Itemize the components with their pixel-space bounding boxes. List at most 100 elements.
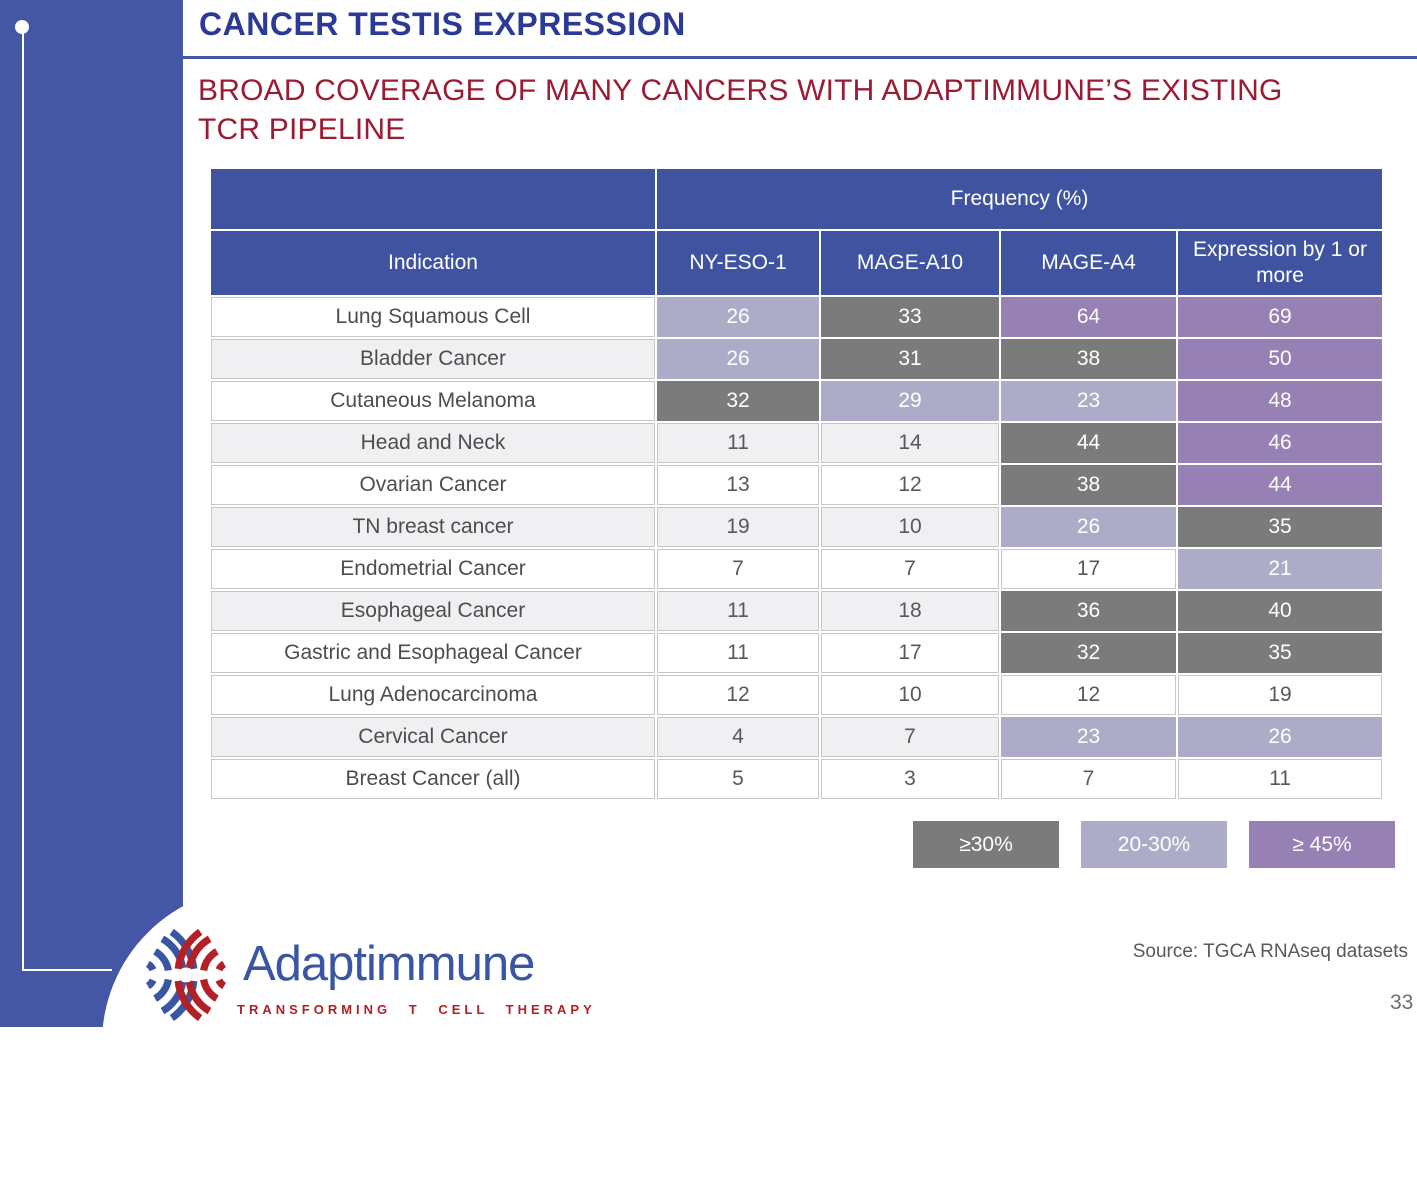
page-number: 33 (1390, 991, 1414, 1014)
value-cell: 38 (1001, 465, 1176, 505)
table-column-header-row: Indication NY-ESO-1 MAGE-A10 MAGE-A4 Exp… (211, 231, 1382, 295)
slide-title-line1: BROAD COVERAGE OF MANY CANCERS WITH ADAP… (198, 74, 1283, 107)
color-legend: ≥30% 20-30% ≥ 45% (913, 821, 1395, 868)
indication-cell: Lung Adenocarcinoma (211, 675, 655, 715)
value-cell: 29 (821, 381, 999, 421)
legend-gte-45: ≥ 45% (1249, 821, 1395, 868)
value-cell: 40 (1178, 591, 1382, 631)
indication-cell: Cutaneous Melanoma (211, 381, 655, 421)
timeline-vertical-line (22, 27, 24, 971)
indication-cell: TN breast cancer (211, 507, 655, 547)
indication-cell: Gastric and Esophageal Cancer (211, 633, 655, 673)
legend-20-30: 20-30% (1081, 821, 1227, 868)
table-group-header-row: Frequency (%) (211, 169, 1382, 229)
table-row: Breast Cancer (all) 5 3 7 11 (211, 759, 1382, 799)
value-cell: 35 (1178, 633, 1382, 673)
table-row: Lung Adenocarcinoma 12 10 12 19 (211, 675, 1382, 715)
value-cell: 11 (657, 633, 819, 673)
value-cell: 19 (657, 507, 819, 547)
column-header-mage-a10: MAGE-A10 (821, 231, 999, 295)
value-cell: 12 (657, 675, 819, 715)
value-cell: 35 (1178, 507, 1382, 547)
value-cell: 11 (657, 591, 819, 631)
value-cell: 44 (1178, 465, 1382, 505)
table-row: Gastric and Esophageal Cancer 11 17 32 3… (211, 633, 1382, 673)
frequency-table: Frequency (%) Indication NY-ESO-1 MAGE-A… (209, 167, 1384, 801)
table-row: Lung Squamous Cell 26 33 64 69 (211, 297, 1382, 337)
value-cell: 14 (821, 423, 999, 463)
value-cell: 48 (1178, 381, 1382, 421)
value-cell: 38 (1001, 339, 1176, 379)
logo-tagline: TRANSFORMING T CELL THERAPY (237, 1002, 596, 1017)
value-cell: 3 (821, 759, 999, 799)
sidebar-accent-bar (0, 0, 183, 1027)
value-cell: 10 (821, 675, 999, 715)
value-cell: 26 (1178, 717, 1382, 757)
indication-cell: Endometrial Cancer (211, 549, 655, 589)
indication-cell: Esophageal Cancer (211, 591, 655, 631)
title-divider (183, 56, 1417, 59)
column-header-indication: Indication (211, 231, 655, 295)
value-cell: 11 (657, 423, 819, 463)
table-row: Bladder Cancer 26 31 38 50 (211, 339, 1382, 379)
value-cell: 26 (657, 339, 819, 379)
table-row: Cervical Cancer 4 7 23 26 (211, 717, 1382, 757)
table-row: TN breast cancer 19 10 26 35 (211, 507, 1382, 547)
adaptimmune-logo-icon (145, 928, 227, 1022)
value-cell: 46 (1178, 423, 1382, 463)
value-cell: 33 (821, 297, 999, 337)
corner-cell (211, 169, 655, 229)
value-cell: 44 (1001, 423, 1176, 463)
indication-cell: Bladder Cancer (211, 339, 655, 379)
value-cell: 36 (1001, 591, 1176, 631)
value-cell: 7 (657, 549, 819, 589)
value-cell: 18 (821, 591, 999, 631)
value-cell: 11 (1178, 759, 1382, 799)
legend-gte-30: ≥30% (913, 821, 1059, 868)
value-cell: 32 (1001, 633, 1176, 673)
timeline-horizontal-line (22, 969, 112, 971)
slide-title-line2: TCR PIPELINE (198, 113, 406, 146)
table-row: Ovarian Cancer 13 12 38 44 (211, 465, 1382, 505)
slide-kicker: CANCER TESTIS EXPRESSION (199, 6, 686, 42)
value-cell: 19 (1178, 675, 1382, 715)
slide: { "slide": { "kicker": "CANCER TESTIS EX… (0, 0, 1417, 1027)
value-cell: 4 (657, 717, 819, 757)
group-header-cell: Frequency (%) (657, 169, 1382, 229)
column-header-ny-eso-1: NY-ESO-1 (657, 231, 819, 295)
value-cell: 13 (657, 465, 819, 505)
value-cell: 12 (1001, 675, 1176, 715)
value-cell: 23 (1001, 717, 1176, 757)
indication-cell: Head and Neck (211, 423, 655, 463)
value-cell: 7 (821, 717, 999, 757)
indication-cell: Breast Cancer (all) (211, 759, 655, 799)
value-cell: 26 (657, 297, 819, 337)
value-cell: 32 (657, 381, 819, 421)
value-cell: 7 (821, 549, 999, 589)
column-header-mage-a4: MAGE-A4 (1001, 231, 1176, 295)
table-row: Head and Neck 11 14 44 46 (211, 423, 1382, 463)
value-cell: 26 (1001, 507, 1176, 547)
value-cell: 21 (1178, 549, 1382, 589)
value-cell: 23 (1001, 381, 1176, 421)
value-cell: 17 (821, 633, 999, 673)
slide-title: BROAD COVERAGE OF MANY CANCERS WITH ADAP… (198, 71, 1283, 149)
value-cell: 12 (821, 465, 999, 505)
adaptimmune-wordmark: Adaptimmune (243, 937, 535, 991)
value-cell: 69 (1178, 297, 1382, 337)
indication-cell: Lung Squamous Cell (211, 297, 655, 337)
value-cell: 64 (1001, 297, 1176, 337)
table-row: Cutaneous Melanoma 32 29 23 48 (211, 381, 1382, 421)
value-cell: 17 (1001, 549, 1176, 589)
value-cell: 50 (1178, 339, 1382, 379)
value-cell: 10 (821, 507, 999, 547)
column-header-expression: Expression by 1 or more (1178, 231, 1382, 295)
indication-cell: Cervical Cancer (211, 717, 655, 757)
indication-cell: Ovarian Cancer (211, 465, 655, 505)
source-note: Source: TGCA RNAseq datasets (1132, 941, 1408, 962)
value-cell: 5 (657, 759, 819, 799)
value-cell: 31 (821, 339, 999, 379)
table-row: Endometrial Cancer 7 7 17 21 (211, 549, 1382, 589)
table-row: Esophageal Cancer 11 18 36 40 (211, 591, 1382, 631)
value-cell: 7 (1001, 759, 1176, 799)
